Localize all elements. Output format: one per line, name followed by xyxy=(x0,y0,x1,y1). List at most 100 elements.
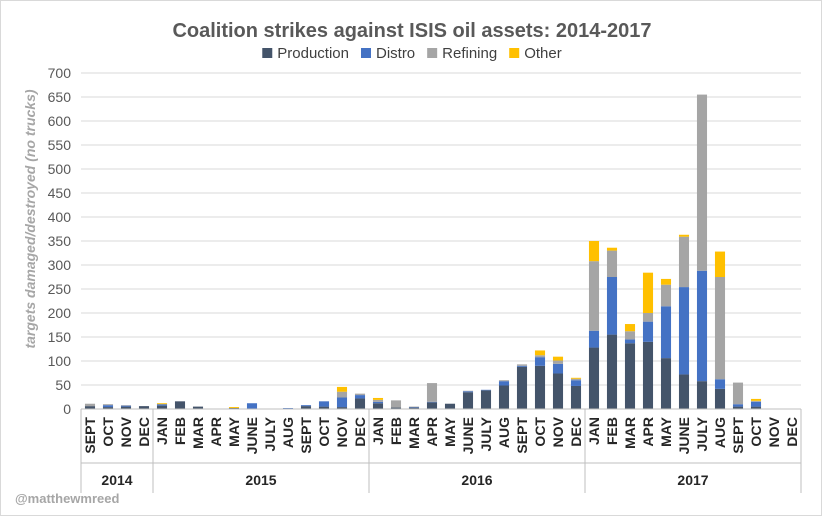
bar-segment: OCT Production: 5 xyxy=(750,406,762,409)
bar-segment: SEPT Distro: 2 xyxy=(516,365,528,367)
bar-segment: OCT Distro: 4 xyxy=(102,405,114,408)
x-tick-label: JUNE xyxy=(244,417,260,454)
x-tick-label: OCT xyxy=(100,417,116,447)
bar-segment: DEC Distro: 12 xyxy=(570,380,582,386)
x-tick-label: SEPT xyxy=(298,417,314,454)
legend: Production Distro Refining Other xyxy=(262,45,562,62)
bar-segment: OCT Production: 4 xyxy=(102,407,114,409)
bar-segment: JAN Refining: 145 xyxy=(588,261,600,331)
x-tick-label: SEPT xyxy=(82,417,98,454)
bar-segment: SEPT Distro: 2 xyxy=(300,405,312,407)
bar-segment: DEC Production: 6 xyxy=(138,406,150,409)
bar-segment: SEPT Production: 6 xyxy=(300,406,312,409)
x-tick-label: MAY xyxy=(226,416,242,446)
bar-segment: SEPT Production: 88 xyxy=(516,366,528,409)
y-tick-label: 250 xyxy=(48,281,72,297)
x-tick-label: NOV xyxy=(334,416,350,447)
bar-segment: MAY Refining: 45 xyxy=(660,284,672,307)
legend-swatch xyxy=(360,48,371,58)
y-tick-label: 350 xyxy=(48,233,72,249)
bar-segment: AUG Other: 53 xyxy=(714,251,726,277)
bar-segment: AUG Refining: 2 xyxy=(498,380,510,382)
bar-segment: AUG Refining: 213 xyxy=(714,277,726,380)
series-refining: SEPT Refining: 5 OCT Refining: 2 NOV Refin… xyxy=(84,94,762,408)
x-tick-label: OCT xyxy=(532,417,548,447)
x-group-label: 2015 xyxy=(245,472,276,488)
x-tick-label: MAR xyxy=(622,417,638,449)
bar-segment: MAR Distro: 8 xyxy=(624,339,636,344)
bar-segment: NOV Distro: 20 xyxy=(336,397,348,408)
bars: SEPT Production: 6 OCT Production: 4 NOV P… xyxy=(84,94,762,410)
bar-segment: JUNE Other: 4 xyxy=(678,234,690,237)
y-tick-label: 200 xyxy=(48,305,72,321)
x-tick-label: FEB xyxy=(388,417,404,445)
x-tick-label: JULY xyxy=(694,416,710,451)
bar-segment: FEB Production: 3 xyxy=(390,407,402,409)
x-tick-label: FEB xyxy=(172,417,188,445)
x-tick-label: DEC xyxy=(352,417,368,447)
y-tick-label: 550 xyxy=(48,137,72,153)
x-tick-label: AUG xyxy=(496,417,512,448)
x-tick-label: AUG xyxy=(712,417,728,448)
bar-segment: JUNE Refining: 105 xyxy=(678,236,690,288)
x-tick-label: SEPT xyxy=(514,417,530,454)
x-tick-label: MAR xyxy=(190,417,206,449)
y-tick-label: 700 xyxy=(48,65,72,81)
x-tick-label: DEC xyxy=(136,417,152,447)
y-axis-label: targets damaged/destroyed (no trucks) xyxy=(22,89,38,348)
bar-segment: FEB Production: 16 xyxy=(174,401,186,409)
gridlines xyxy=(81,72,801,410)
bar-segment: JAN Production: 12 xyxy=(372,403,384,409)
x-tick-label: NOV xyxy=(766,416,782,447)
legend-label: Refining xyxy=(442,45,497,62)
bar-segment: JAN Other: 2 xyxy=(156,403,168,405)
bar-segment: JAN Distro: 35 xyxy=(588,330,600,348)
bar-segment: OCT Other: 4 xyxy=(750,398,762,401)
bar-segment: OCT Production: 90 xyxy=(534,365,546,409)
x-tick-label: NOV xyxy=(118,416,134,447)
bar-segment: MAY Other: 12 xyxy=(660,278,672,285)
bar-segment: SEPT Production: 6 xyxy=(84,406,96,409)
bar-segment: AUG Distro: 9 xyxy=(498,381,510,386)
credit-text: @matthewmreed xyxy=(15,491,119,506)
bar-segment: MAR Production: 5 xyxy=(192,406,204,409)
x-tick-label: APR xyxy=(640,417,656,447)
bar-segment: APR Refining: 39 xyxy=(426,383,438,402)
bar-segment: SEPT Distro: 5 xyxy=(732,404,744,407)
bar-segment: SEPT Production: 5 xyxy=(732,406,744,409)
legend-swatch xyxy=(509,48,520,58)
y-tick-label: 50 xyxy=(55,377,71,393)
bar-segment: MAR Refining: 1 xyxy=(408,406,420,408)
bar-segment: MAY Production: 106 xyxy=(660,358,672,409)
bar-segment: JUNE Distro: 2 xyxy=(462,391,474,393)
bar-segment: NOV Refining: 1 xyxy=(120,405,132,406)
bar-segment: JULY Distro: 230 xyxy=(696,270,708,382)
bar-segment: OCT Other: 10 xyxy=(534,350,546,356)
bar-segment: MAR Refining: 17 xyxy=(624,331,636,340)
legend-label: Distro xyxy=(376,45,415,62)
bar-segment: FEB Refining: 55 xyxy=(606,250,618,277)
bar-segment: JUNE Distro: 11 xyxy=(246,403,258,409)
y-tick-label: 400 xyxy=(48,209,72,225)
x-tick-label: JULY xyxy=(478,416,494,451)
bar-segment: AUG Production: 49 xyxy=(498,385,510,409)
bar-segment: MAR Production: 3 xyxy=(408,407,420,409)
y-tick-label: 450 xyxy=(48,185,72,201)
x-tick-label: DEC xyxy=(784,417,800,447)
bar-segment: APR Distro: 1 xyxy=(426,401,438,403)
x-tick-label: OCT xyxy=(748,417,764,447)
x-tick-label: MAY xyxy=(658,416,674,446)
x-tick-label: APR xyxy=(208,417,224,447)
bar-segment: JUNE Refining: 1 xyxy=(462,390,474,392)
bar-segment: OCT Refining: 2 xyxy=(102,404,114,406)
bar-segment: FEB Other: 6 xyxy=(606,247,618,251)
legend-swatch xyxy=(262,48,273,58)
bar-segment: MAR Distro: 1 xyxy=(408,407,420,408)
bar-segment: JULY Distro: 1 xyxy=(480,389,492,391)
bar-segment: DEC Production: 22 xyxy=(354,398,366,409)
x-group-label: 2014 xyxy=(101,472,132,488)
bar-segment: APR Production: 140 xyxy=(642,341,654,409)
bar-segment: OCT Production: 5 xyxy=(318,406,330,409)
bar-segment: JAN Distro: 3 xyxy=(156,404,168,406)
series-distro: OCT Distro: 4NOV Distro: 2JAN Distro: 3J… xyxy=(102,270,762,409)
